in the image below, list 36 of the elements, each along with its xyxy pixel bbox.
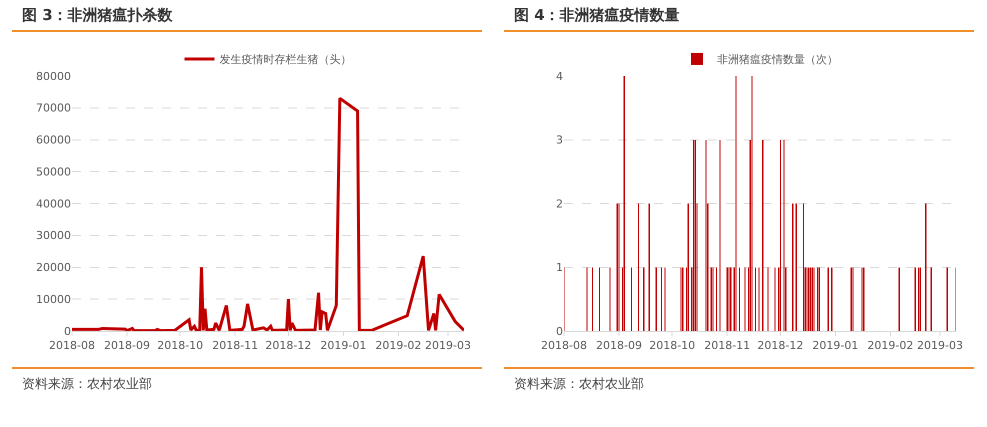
y-tick-label: 0 <box>64 324 71 338</box>
legend-label: 发生疫情时存栏生猪（头） <box>220 53 352 66</box>
x-tick-label: 2019-03 <box>917 339 964 352</box>
x-tick-label: 2019-02 <box>375 339 422 352</box>
text: 资料来源：农村农业部 <box>12 367 482 393</box>
legend-label: 非洲猪瘟疫情数量（次） <box>717 53 838 66</box>
x-tick-label: 2019-02 <box>867 339 914 352</box>
x-tick-label: 2018-12 <box>265 339 312 352</box>
y-tick-label: 3 <box>556 134 563 147</box>
chart-title: 图 3：非洲猪瘟扑杀数 <box>12 4 482 32</box>
x-tick-label: 2018-09 <box>104 339 150 352</box>
y-tick-label: 30000 <box>36 229 71 242</box>
x-tick-label: 2018-11 <box>704 339 750 352</box>
x-tick-label: 2018-11 <box>212 339 258 352</box>
x-tick-label: 2019-01 <box>812 339 858 352</box>
x-tick-label: 2018-10 <box>649 339 696 352</box>
y-tick-label: 80000 <box>36 70 71 83</box>
y-tick-label: 10000 <box>36 292 71 306</box>
chart-title: 图 4：非洲猪瘟疫情数量 <box>504 4 974 32</box>
y-tick-label: 0 <box>556 324 563 338</box>
x-tick-label: 2019-03 <box>425 339 472 352</box>
y-tick-label: 70000 <box>36 102 71 115</box>
x-tick-label: 2018-10 <box>157 339 204 352</box>
y-tick-label: 50000 <box>36 165 71 178</box>
x-tick-label: 2018-08 <box>49 339 95 352</box>
y-tick-label: 40000 <box>36 197 71 210</box>
x-tick-label: 2018-09 <box>596 339 642 352</box>
x-tick-label: 2018-12 <box>757 339 804 352</box>
y-tick-label: 60000 <box>36 134 71 147</box>
y-tick-label: 4 <box>556 70 563 83</box>
y-tick-label: 20000 <box>36 261 71 274</box>
x-tick-label: 2018-08 <box>541 339 587 352</box>
y-tick-label: 1 <box>556 261 563 274</box>
text: 资料来源：农村农业部 <box>504 367 974 393</box>
y-tick-label: 2 <box>556 197 563 210</box>
x-tick-label: 2019-01 <box>320 339 366 352</box>
